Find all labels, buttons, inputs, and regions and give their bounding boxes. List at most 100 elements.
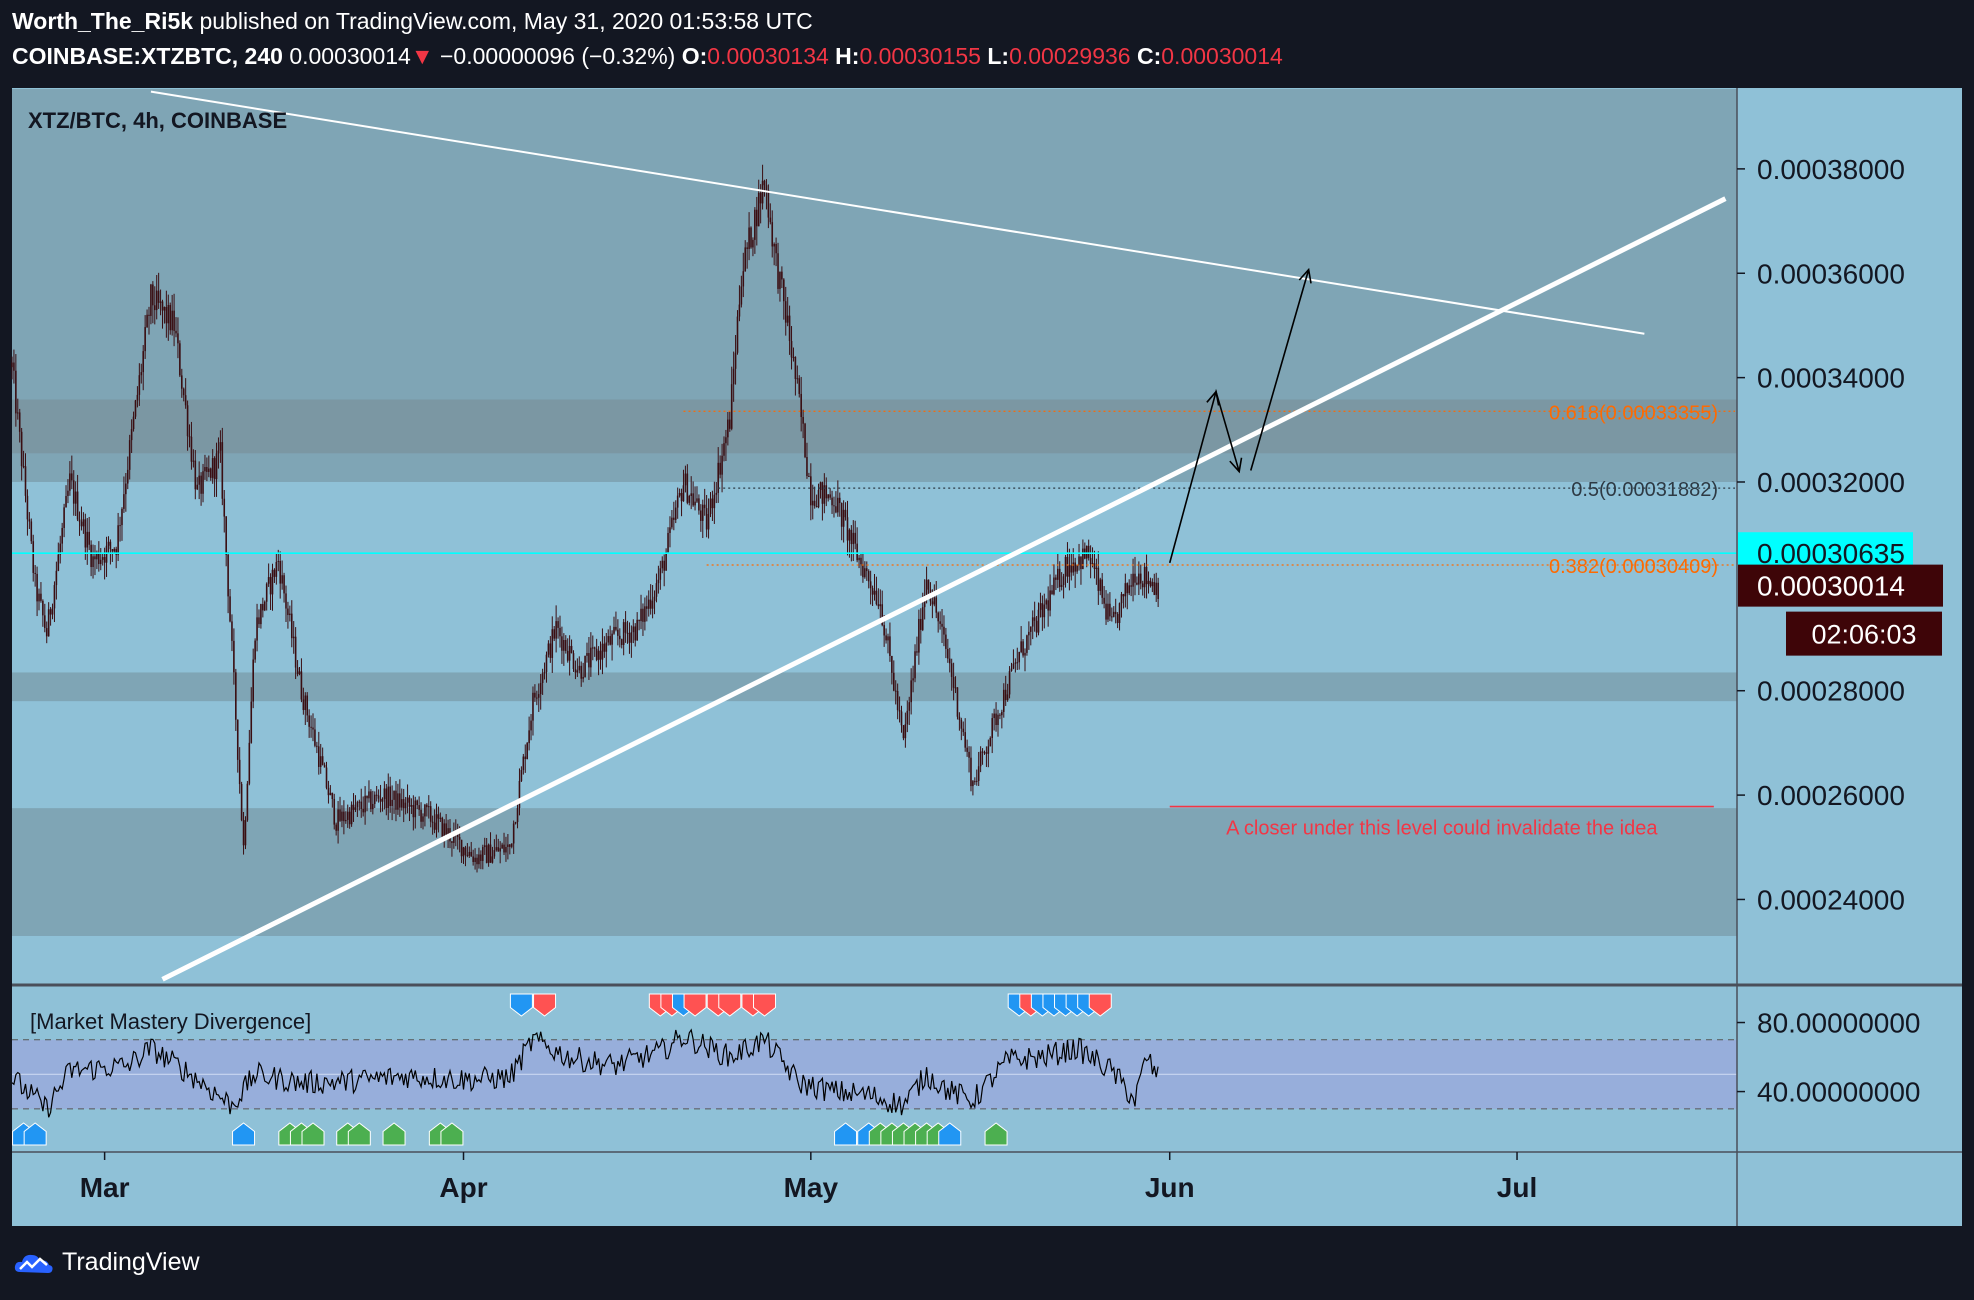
candle: [26, 489, 29, 536]
candle: [412, 795, 415, 831]
candle-body: [534, 692, 536, 698]
time-tick-label: Jul: [1497, 1172, 1537, 1203]
candle-body: [1112, 611, 1115, 617]
candle: [551, 616, 554, 673]
candle-body: [628, 632, 631, 643]
candle-body: [53, 585, 56, 609]
candle: [968, 746, 970, 773]
candle-body: [730, 384, 733, 429]
candle: [111, 548, 114, 562]
candle-body: [701, 504, 704, 521]
candle: [651, 585, 654, 619]
candle: [269, 573, 272, 611]
candle: [94, 545, 96, 576]
candle-body: [22, 466, 25, 468]
candle: [844, 502, 847, 521]
candle: [67, 479, 69, 504]
candle-body: [1060, 584, 1063, 588]
candle-body: [746, 247, 748, 250]
candle-body: [898, 710, 901, 712]
candle-body: [678, 492, 681, 496]
candle: [101, 552, 104, 566]
candle-body: [198, 475, 200, 485]
candle: [157, 272, 160, 309]
candle-body: [202, 471, 204, 494]
candle-body: [16, 412, 19, 414]
candle: [1031, 610, 1034, 640]
oscillator-layer: [11, 993, 1737, 1146]
candle: [692, 481, 694, 507]
candle: [341, 805, 343, 828]
candle-body: [132, 416, 135, 430]
candle-body: [263, 601, 266, 611]
candle: [1112, 606, 1115, 618]
candle-body: [943, 626, 945, 635]
candle-body: [752, 239, 754, 248]
candle: [775, 237, 777, 267]
candle: [13, 349, 15, 384]
candle: [275, 553, 278, 585]
candle: [783, 278, 785, 320]
chart-canvas[interactable]: 0.618(0.00033355) 0.5(0.00031882) 0.382(0.…: [0, 0, 1974, 1228]
candle-body: [47, 609, 50, 637]
candle-body: [1035, 620, 1038, 633]
candle-body: [673, 517, 675, 520]
candle-body: [219, 442, 222, 451]
candle-body: [736, 316, 739, 353]
candle-body: [366, 795, 368, 799]
candle-body: [584, 655, 586, 677]
tradingview-logo[interactable]: TradingView: [14, 1248, 200, 1277]
candle: [572, 650, 575, 672]
candle-body: [271, 569, 274, 595]
candle-body: [227, 554, 229, 597]
candle-body: [808, 476, 810, 478]
candle-body: [321, 756, 324, 765]
candle: [624, 611, 627, 643]
candle-body: [482, 847, 484, 861]
candle: [669, 516, 671, 548]
candle: [754, 207, 756, 254]
candle: [483, 837, 486, 855]
candle-body: [647, 599, 650, 609]
candle: [667, 527, 669, 553]
candle: [192, 449, 195, 468]
candle: [138, 363, 141, 406]
candle: [362, 796, 364, 817]
candle-body: [381, 798, 384, 802]
candle: [399, 779, 401, 817]
candle-body: [260, 604, 262, 625]
candle-body: [153, 305, 156, 311]
marker-bearish: [753, 993, 777, 1017]
candle: [416, 799, 419, 810]
candle-body: [400, 799, 403, 808]
candle: [831, 490, 833, 514]
candle-body: [709, 498, 712, 514]
candle: [466, 843, 469, 858]
candle: [287, 601, 289, 629]
candle: [300, 658, 303, 703]
author-name[interactable]: Worth_The_Ri5k: [12, 8, 194, 34]
candle-body: [783, 279, 785, 302]
candle: [825, 477, 828, 507]
candle: [987, 739, 990, 768]
candle: [950, 658, 953, 691]
candle: [524, 744, 527, 773]
candle-body: [856, 543, 858, 561]
candle-body: [591, 647, 594, 649]
candle: [717, 447, 720, 503]
candle: [200, 472, 202, 506]
candle-body: [586, 653, 588, 656]
candle-body: [512, 823, 515, 844]
candle-body: [138, 375, 141, 395]
candle-body: [273, 569, 276, 577]
candle-body: [821, 482, 824, 504]
candle-body: [402, 799, 405, 809]
candle: [891, 655, 893, 685]
candle: [182, 387, 185, 402]
candle-body: [1010, 668, 1013, 672]
candle: [813, 486, 816, 509]
marker-bullish: [440, 1122, 464, 1146]
candle: [375, 786, 378, 802]
candle-body: [997, 714, 999, 726]
candle-body: [408, 797, 411, 807]
